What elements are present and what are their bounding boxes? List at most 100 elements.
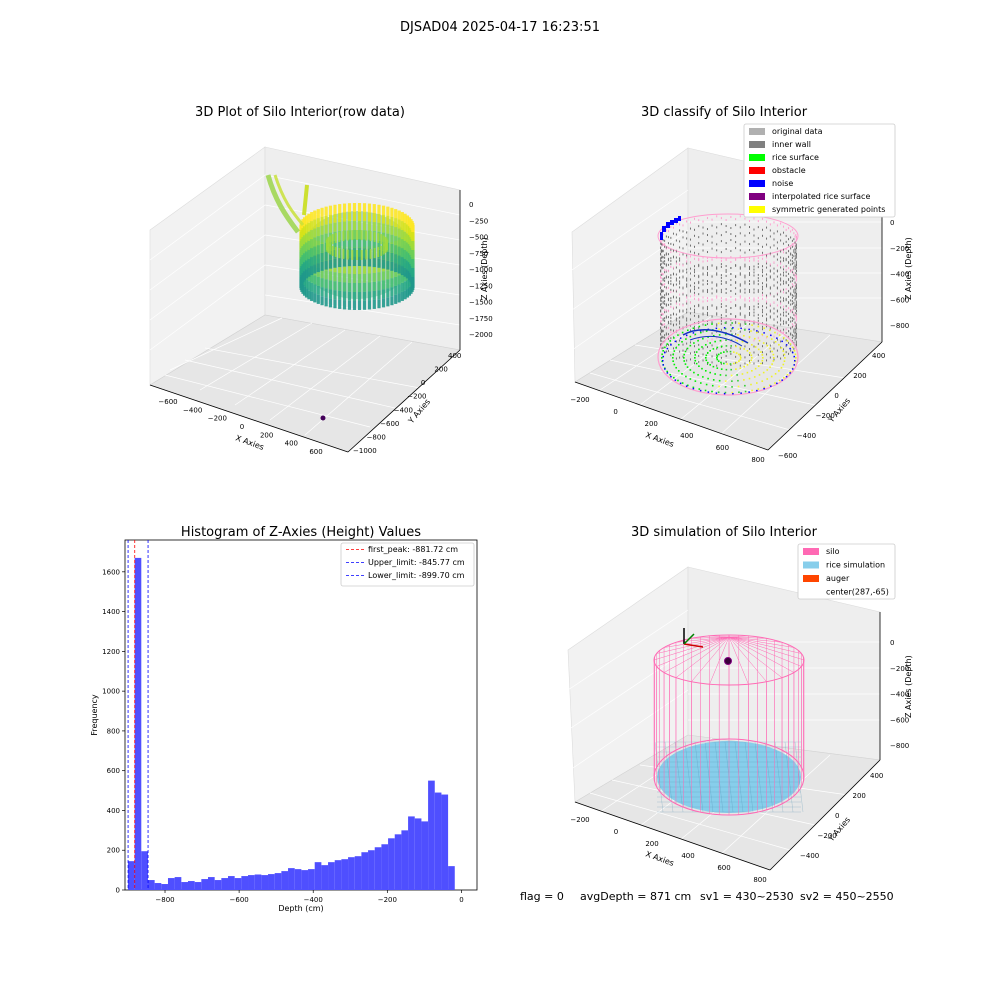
sim-axes-box xyxy=(567,566,881,871)
classify-wall-point xyxy=(783,274,785,277)
classify-noise-point xyxy=(662,364,665,366)
classify-noise-point xyxy=(748,391,750,393)
classify-wall-point xyxy=(788,324,790,327)
hist-bar xyxy=(308,869,315,890)
classify-ticks: −20002004006008004002000−200−400−6000−20… xyxy=(570,219,909,464)
classify-wall-point xyxy=(791,334,793,337)
classify-wall-point xyxy=(783,280,785,283)
raw-point xyxy=(362,264,367,274)
raw-point xyxy=(386,215,390,225)
classify-wall-point xyxy=(730,290,732,293)
classify-surface-point xyxy=(746,371,749,374)
classify-wall-point xyxy=(689,290,691,293)
classify-surface-point xyxy=(694,357,696,359)
classify-wall-point xyxy=(667,253,669,256)
sim-roof-line xyxy=(728,636,795,673)
classify-wall-point xyxy=(720,291,722,294)
classify-wall-point xyxy=(769,286,771,289)
classify-wall-point xyxy=(706,299,708,302)
classify-wall-point xyxy=(682,264,684,267)
classify-wall-point xyxy=(794,332,796,335)
raw-point xyxy=(347,264,352,274)
classify-surface-point xyxy=(720,368,723,370)
classify-wall-point xyxy=(660,280,662,283)
classify-wall-point xyxy=(667,242,669,245)
classify-wall-point xyxy=(785,308,787,311)
classify-wall-point xyxy=(776,298,778,301)
classify-wall-point xyxy=(753,274,755,277)
classify-surface-point xyxy=(717,322,720,325)
panel-histogram: Histogram of Z-Axies (Height) Values −80… xyxy=(90,525,478,913)
classify-wall-point xyxy=(664,336,666,339)
classify-x-tick-0: −200 xyxy=(570,396,589,404)
classify-surface-point xyxy=(724,327,727,330)
classify-wall-point xyxy=(795,234,797,237)
classify-wall-point xyxy=(773,278,775,281)
classify-surface-point xyxy=(769,347,771,350)
raw-point xyxy=(342,212,347,222)
classify-surface-point xyxy=(778,370,780,372)
raw-point xyxy=(403,249,407,259)
classify-wall-point xyxy=(749,323,751,326)
classify-wall-point xyxy=(694,285,695,288)
classify-surface-point xyxy=(750,354,753,357)
classify-wall-point xyxy=(698,354,700,357)
classify-wall-point xyxy=(795,288,797,291)
raw-point xyxy=(390,225,394,235)
classify-wall-point xyxy=(706,322,708,325)
classify-wall-point xyxy=(766,243,768,246)
classify-surface-point xyxy=(766,335,769,338)
classify-wall-point xyxy=(665,269,667,272)
classify-wall-point xyxy=(675,319,677,322)
classify-surface-point xyxy=(673,376,675,379)
classify-wall-point xyxy=(757,323,759,326)
classify-wall-point xyxy=(769,303,771,306)
classify-wall-point xyxy=(773,347,775,350)
classify-wall-point xyxy=(702,330,704,333)
classify-surface-point xyxy=(717,353,720,356)
classify-x-tick-2: 200 xyxy=(645,420,658,428)
classify-surface-point xyxy=(683,360,686,362)
hist-bar xyxy=(228,876,235,890)
classify-wall-point xyxy=(702,256,704,259)
classify-wall-point xyxy=(689,324,691,327)
classify-wall-point xyxy=(706,311,708,314)
classify-wall-point xyxy=(670,248,672,251)
hist-vlines xyxy=(127,540,149,890)
classify-wall-point xyxy=(749,266,751,269)
classify-surface-point xyxy=(771,350,773,353)
hist-x-tick-label: −400 xyxy=(304,896,323,904)
classify-wall-point xyxy=(791,311,793,314)
classify-surface-point xyxy=(761,380,764,382)
classify-legend-label: obstacle xyxy=(772,166,806,175)
classify-wall-point xyxy=(665,326,667,329)
raw-point xyxy=(310,266,314,276)
sim-roof-line xyxy=(675,636,730,643)
hist-bar xyxy=(221,878,229,890)
raw-point xyxy=(381,223,386,233)
classify-wall-point xyxy=(793,249,795,252)
hist-bar xyxy=(441,794,449,890)
classify-wall-point xyxy=(730,283,732,286)
raw-point xyxy=(362,300,367,310)
classify-wall-point xyxy=(702,312,704,315)
sim-y-tick-4: −400 xyxy=(800,852,819,860)
classify-wall-point xyxy=(783,331,785,334)
raw-point xyxy=(333,281,337,291)
classify-wall-point xyxy=(739,289,741,292)
raw-point xyxy=(333,204,337,214)
classify-wall-point xyxy=(686,319,688,322)
classify-wall-point xyxy=(720,288,722,291)
classify-wall-point xyxy=(790,349,792,352)
classify-wall-point xyxy=(664,334,666,337)
classify-wall-point xyxy=(730,279,732,282)
classify-surface-point xyxy=(774,331,776,334)
sim-y-tick-3: −200 xyxy=(818,832,837,840)
classify-wall-point xyxy=(665,287,667,290)
hist-bar xyxy=(428,780,435,890)
raw-outlier-point xyxy=(320,415,326,421)
classify-wall-point xyxy=(706,265,708,268)
classify-surface-point xyxy=(719,339,722,342)
raw-point xyxy=(313,210,317,220)
classify-wall-point xyxy=(694,251,695,254)
